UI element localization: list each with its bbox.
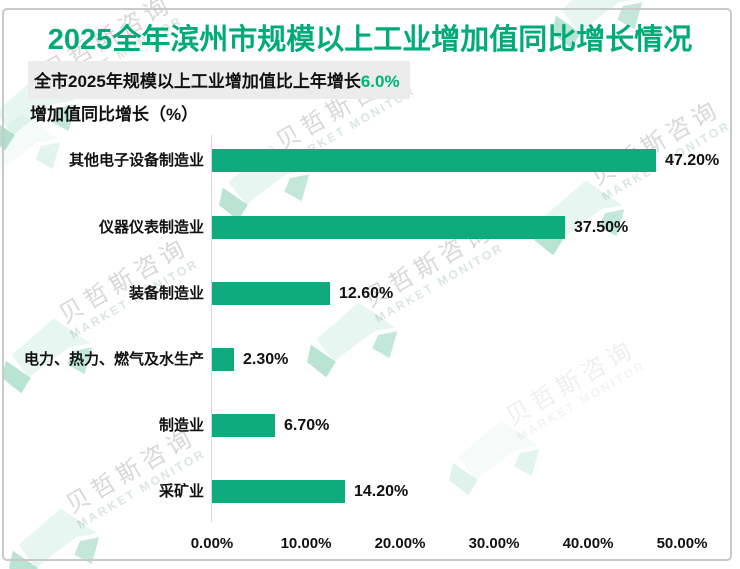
x-tick-label: 50.00% bbox=[656, 535, 708, 552]
bar bbox=[212, 414, 275, 437]
page-title: 2025全年滨州市规模以上工业增加值同比增长情况 bbox=[47, 24, 693, 56]
subtitle-text: 全市2025年规模以上工业增加值比上年增长 bbox=[34, 72, 361, 91]
x-tick-label: 40.00% bbox=[562, 535, 614, 552]
x-tick-label: 20.00% bbox=[374, 535, 426, 552]
subtitle: 全市2025年规模以上工业增加值比上年增长6.0% bbox=[28, 61, 410, 99]
market-monitor-logo-icon bbox=[0, 105, 66, 191]
y-axis-line bbox=[211, 135, 212, 522]
x-tick-label: 10.00% bbox=[280, 535, 332, 552]
category-label: 制造业 bbox=[158, 417, 204, 434]
market-monitor-logo-icon bbox=[307, 294, 403, 380]
category-label: 装备制造业 bbox=[128, 285, 204, 302]
value-label: 14.20% bbox=[354, 483, 409, 500]
x-tick-label: 30.00% bbox=[468, 535, 520, 552]
bar bbox=[212, 480, 345, 503]
category-label: 采矿业 bbox=[158, 483, 204, 500]
category-label: 仪器仪表制造业 bbox=[98, 219, 204, 236]
value-label: 12.60% bbox=[339, 285, 394, 302]
bar bbox=[212, 216, 565, 239]
subtitle-highlight-value: 6.0% bbox=[360, 72, 400, 91]
category-label: 电力、热力、燃气及水生产 bbox=[23, 351, 204, 368]
value-label: 47.20% bbox=[665, 152, 720, 169]
value-label: 37.50% bbox=[574, 219, 629, 236]
category-label: 其他电子设备制造业 bbox=[68, 152, 204, 169]
value-axis-title: 增加值同比增长（%） bbox=[30, 105, 199, 124]
bar bbox=[212, 149, 656, 172]
value-label: 2.30% bbox=[243, 351, 289, 368]
market-monitor-logo-icon bbox=[2, 310, 98, 396]
value-label: 6.70% bbox=[284, 417, 330, 434]
bar bbox=[212, 282, 330, 305]
bar bbox=[212, 348, 234, 371]
market-monitor-logo-icon bbox=[449, 412, 545, 498]
x-tick-label: 0.00% bbox=[190, 535, 234, 552]
